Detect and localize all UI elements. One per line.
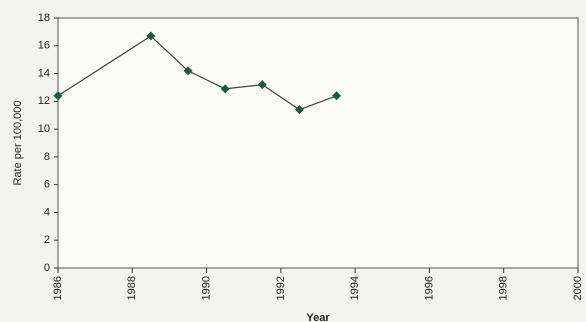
- x-axis-label: Year: [306, 312, 330, 322]
- y-tick-label: 18: [38, 12, 50, 24]
- data-marker: [220, 84, 230, 94]
- y-tick-label: 12: [38, 95, 50, 107]
- x-tick-label: 1998: [498, 276, 510, 300]
- y-tick-label: 10: [38, 123, 50, 135]
- x-tick-label: 1988: [126, 276, 138, 300]
- data-marker: [146, 31, 156, 41]
- y-tick-label: 0: [44, 262, 50, 274]
- data-marker: [332, 91, 342, 101]
- y-tick-label: 14: [38, 67, 50, 79]
- data-marker: [53, 91, 63, 101]
- data-marker: [183, 66, 193, 76]
- y-axis-label: Rate per 100,000: [12, 100, 24, 185]
- y-tick-label: 8: [44, 151, 50, 163]
- y-tick-label: 16: [38, 40, 50, 52]
- x-tick-label: 2000: [572, 276, 584, 300]
- plot-area: [57, 17, 579, 269]
- x-tick-label: 1986: [52, 276, 64, 300]
- x-tick-label: 1992: [275, 276, 287, 300]
- y-tick-label: 2: [44, 234, 50, 246]
- data-marker: [257, 80, 267, 90]
- x-tick-label: 1996: [423, 276, 435, 300]
- y-tick-label: 4: [44, 206, 50, 218]
- y-tick-label: 6: [44, 179, 50, 191]
- x-tick-label: 1990: [200, 276, 212, 300]
- x-tick-label: 1994: [349, 276, 361, 300]
- data-marker: [294, 105, 304, 115]
